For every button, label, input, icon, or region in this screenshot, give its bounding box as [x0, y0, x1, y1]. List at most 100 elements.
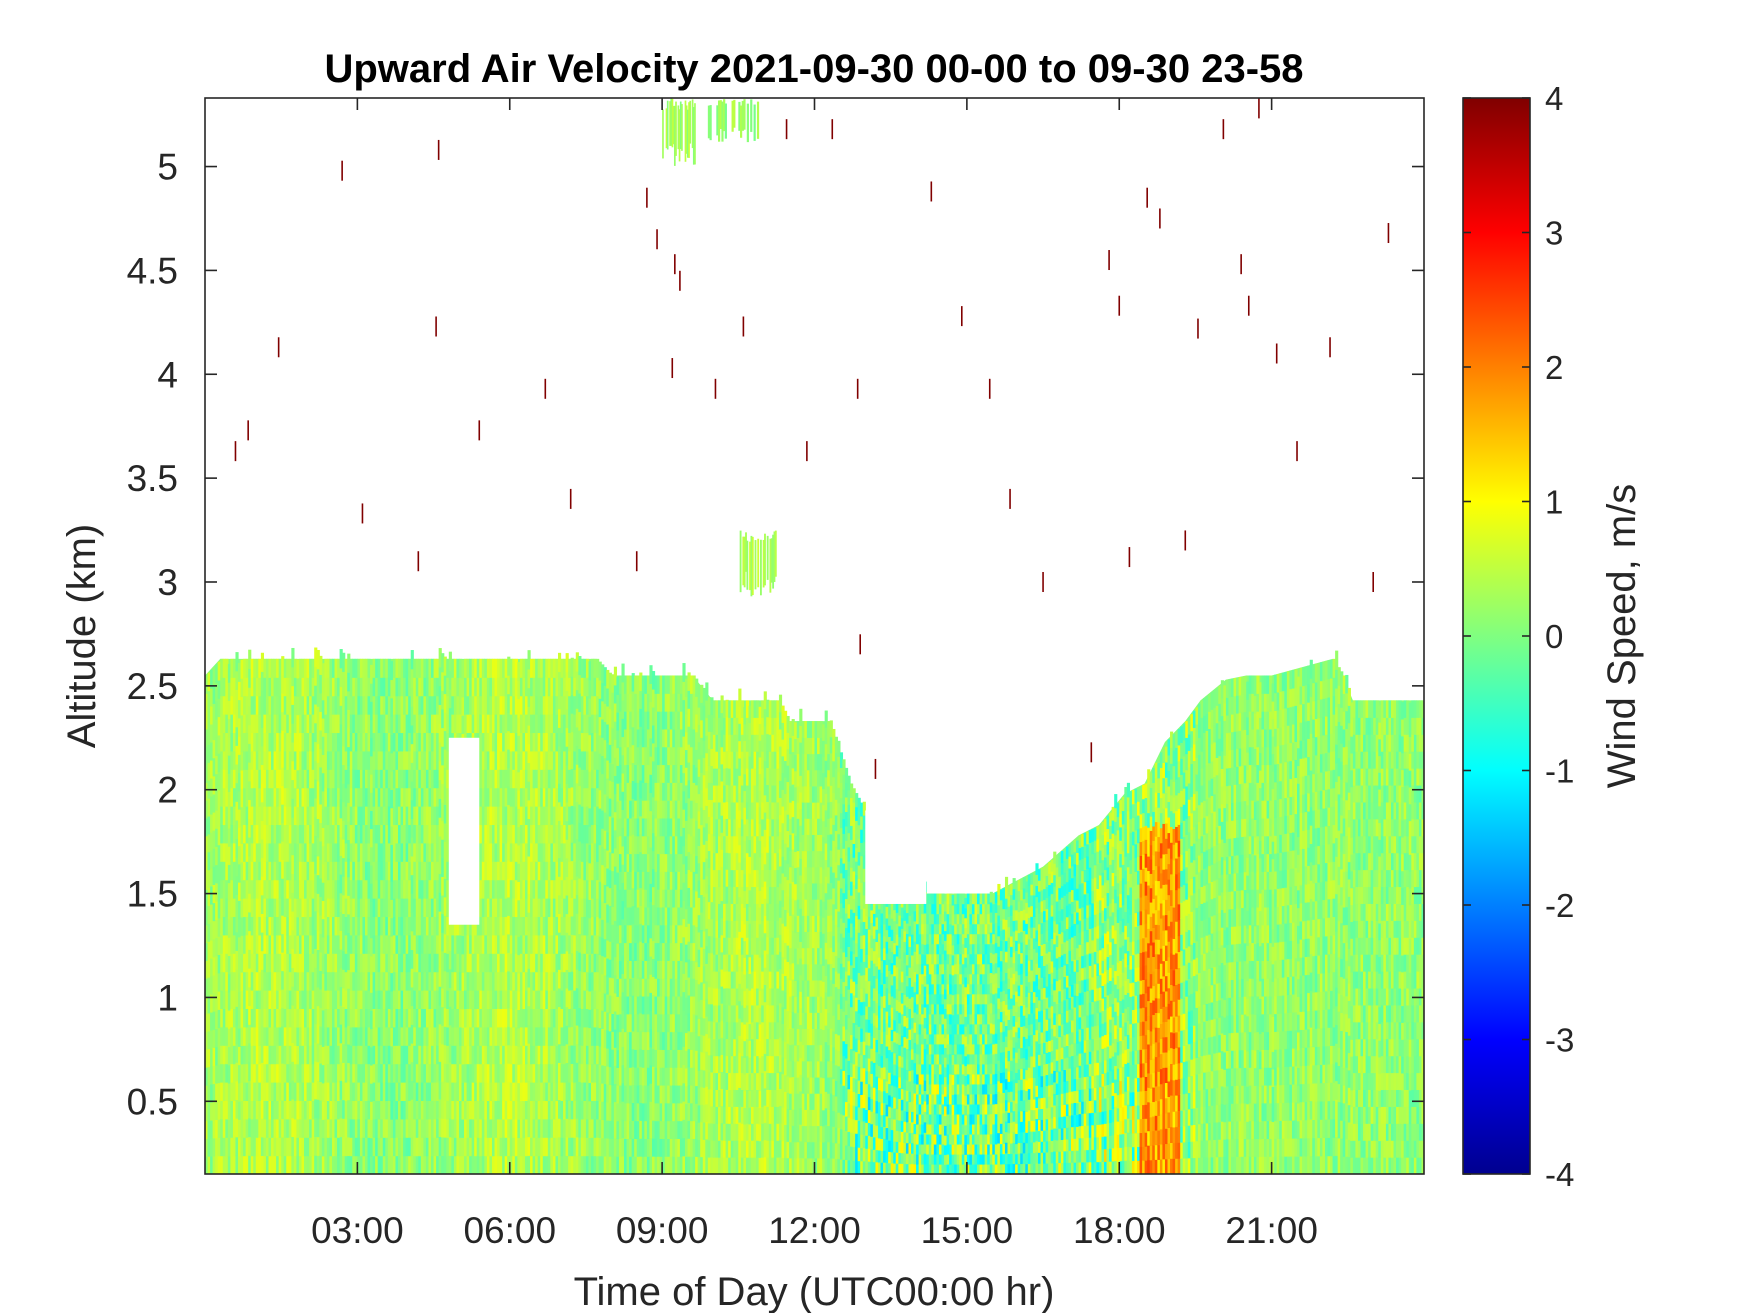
heatmap-cell: [377, 769, 381, 789]
heatmap-cell: [215, 992, 219, 1011]
heatmap-cell: [260, 857, 265, 877]
heatmap-cell: [431, 1008, 435, 1028]
heatmap-cell: [215, 773, 219, 793]
heatmap-cell: [469, 658, 473, 678]
heatmap-cell: [342, 652, 346, 672]
heatmap-cell: [205, 871, 209, 890]
heatmap-cell: [230, 898, 234, 918]
heatmap-cell: [342, 1006, 346, 1026]
heatmap-cell: [471, 990, 475, 1010]
heatmap-cell: [222, 787, 226, 807]
heatmap-cell: [403, 806, 407, 826]
heatmap-cell: [296, 1063, 300, 1083]
heatmap-cell: [324, 732, 328, 752]
heatmap-cell: [357, 695, 361, 715]
heatmap-cell: [400, 787, 404, 807]
heatmap-cell: [349, 806, 353, 826]
heatmap-cell: [436, 1082, 440, 1102]
heatmap-cell: [357, 1155, 361, 1174]
heatmap-cell: [436, 1008, 440, 1028]
heatmap-cell: [253, 934, 257, 954]
heatmap-cell: [291, 892, 295, 912]
heatmap-cell: [321, 991, 325, 1011]
heatmap-cell: [499, 787, 503, 807]
heatmap-cell: [489, 1045, 493, 1065]
heatmap-cell: [329, 934, 333, 954]
heatmap-cell: [479, 806, 483, 826]
heatmap-cell: [474, 990, 478, 1010]
heatmap-cell: [423, 1008, 427, 1028]
heatmap-cell: [489, 990, 493, 1010]
heatmap-cell: [489, 787, 493, 807]
heatmap-cell: [321, 973, 325, 993]
heatmap-cell: [497, 824, 501, 844]
heatmap-cell: [390, 1119, 394, 1138]
heatmap-cell: [220, 695, 224, 715]
heatmap-cell: [494, 1008, 498, 1028]
heatmap-cell: [370, 792, 374, 811]
heatmap-cell: [431, 953, 435, 973]
heatmap-cell: [304, 990, 308, 1010]
heatmap-cell: [248, 818, 252, 838]
heatmap-cell: [433, 769, 437, 789]
heatmap-cell: [232, 898, 237, 918]
heatmap-cell: [398, 1155, 402, 1174]
heatmap-cell: [456, 1082, 460, 1102]
heatmap-cell: [291, 1155, 295, 1174]
heatmap-cell: [367, 1137, 371, 1157]
heatmap-cell: [362, 879, 366, 899]
heatmap-cell: [387, 769, 391, 789]
heatmap-cell: [352, 787, 356, 807]
heatmap-cell: [464, 1100, 468, 1120]
heatmap-cell: [499, 1155, 503, 1174]
heatmap-cell: [481, 916, 485, 936]
heatmap-cell: [342, 857, 346, 877]
heatmap-cell: [370, 755, 374, 775]
heatmap-cell: [225, 677, 229, 697]
heatmap-cell: [497, 1008, 501, 1028]
heatmap-cell: [337, 824, 341, 844]
heatmap-cell: [215, 846, 219, 866]
heatmap-cell: [398, 1063, 402, 1083]
heatmap-cell: [436, 971, 440, 991]
heatmap-cell: [349, 769, 353, 789]
heatmap-cell: [469, 1100, 473, 1120]
heatmap-cell: [433, 750, 437, 770]
heatmap-cell: [479, 934, 483, 954]
heatmap-cell: [466, 953, 470, 973]
heatmap-cell: [245, 695, 249, 715]
heatmap-cell: [334, 1045, 338, 1065]
heatmap-cell: [398, 732, 402, 752]
heatmap-cell: [225, 732, 229, 752]
heatmap-cell: [418, 916, 422, 936]
heatmap-cell: [240, 1045, 244, 1065]
heatmap-cell: [288, 732, 292, 752]
heatmap-cell: [220, 769, 224, 789]
heatmap-cell: [306, 934, 310, 954]
heatmap-cell: [370, 1028, 374, 1048]
heatmap-cell: [458, 1063, 463, 1083]
heatmap-cell: [210, 957, 214, 977]
heatmap-cell: [319, 748, 323, 768]
heatmap-cell: [364, 677, 369, 697]
heatmap-cell: [410, 687, 414, 707]
heatmap-cell: [210, 1119, 214, 1139]
heatmap-cell: [238, 699, 242, 719]
heatmap-cell: [420, 953, 424, 973]
heatmap-cell: [301, 861, 305, 881]
heatmap-cell: [466, 990, 470, 1010]
heatmap-cell: [354, 1063, 358, 1083]
heatmap-cell: [220, 714, 224, 734]
heatmap-cell: [362, 787, 366, 807]
heatmap-cell: [342, 950, 346, 970]
heatmap-cell: [296, 861, 300, 881]
heatmap-cell: [225, 658, 229, 678]
heatmap-cell: [486, 806, 491, 826]
heatmap-cell: [481, 750, 485, 770]
heatmap-cell: [205, 1102, 209, 1122]
heatmap-cell: [324, 990, 328, 1010]
heatmap-cell: [405, 806, 409, 826]
heatmap-cell: [364, 953, 369, 973]
heatmap-cell: [293, 1118, 298, 1138]
heatmap-cell: [296, 898, 300, 918]
